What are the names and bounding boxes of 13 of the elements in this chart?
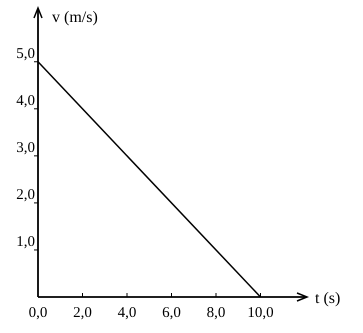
y-tick-label: 5,0 [16, 46, 35, 62]
y-tick-label: 2,0 [16, 186, 35, 203]
x-tick-label: 0,0 [28, 305, 48, 321]
x-tick-label: 6,0 [162, 305, 181, 321]
x-tick-label: 2,0 [73, 305, 92, 321]
y-axis-title: v (m/s) [52, 9, 98, 26]
y-tick-label: 3,0 [16, 140, 35, 156]
x-tick-label: 4,0 [118, 305, 136, 321]
y-tick-label: 1,0 [16, 234, 35, 250]
x-tick-label: 10,0 [247, 305, 274, 321]
y-tick-label: 4,0 [16, 92, 35, 109]
x-tick-label: 8,0 [206, 305, 226, 321]
x-axis-title: t (s) [315, 290, 340, 307]
